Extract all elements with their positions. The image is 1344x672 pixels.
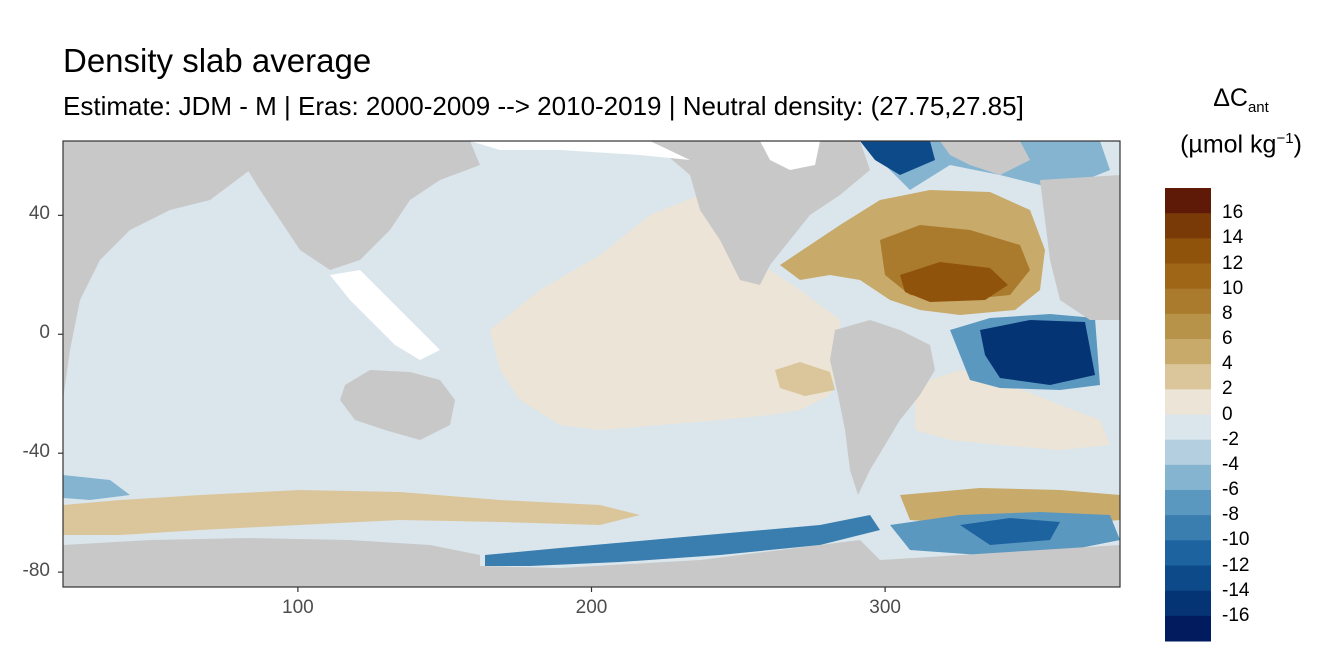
colorbar-swatch xyxy=(1165,565,1211,592)
colorbar-swatch xyxy=(1165,464,1211,491)
colorbar-label: 0 xyxy=(1222,403,1233,425)
colorbar-swatch xyxy=(1165,439,1211,466)
weddell-core xyxy=(960,518,1060,545)
colorbar-swatch xyxy=(1165,339,1211,365)
colorbar-swatch xyxy=(1165,590,1211,617)
colorbar-label: -2 xyxy=(1222,428,1239,450)
colorbar-label: 14 xyxy=(1222,227,1244,249)
x-tick-label: 300 xyxy=(869,597,901,618)
colorbar-label: -8 xyxy=(1222,504,1239,526)
colorbar-label: 2 xyxy=(1222,378,1233,400)
colorbar-label: -4 xyxy=(1222,453,1239,475)
colorbar-label: -12 xyxy=(1222,554,1250,576)
colorbar-swatch xyxy=(1165,238,1211,264)
colorbar-swatch xyxy=(1165,389,1211,415)
no-data xyxy=(330,141,820,360)
colorbar-label: 10 xyxy=(1222,277,1244,299)
southern-ocean-positive xyxy=(63,490,640,535)
colorbar-swatch xyxy=(1165,313,1211,340)
colorbar-swatch xyxy=(1165,615,1211,642)
colorbar-swatch xyxy=(1165,213,1211,239)
y-tick-label: -80 xyxy=(22,560,50,582)
hudson-no-data xyxy=(760,141,820,170)
x-tick-label: 100 xyxy=(282,597,314,618)
y-tick-label: -40 xyxy=(22,441,50,463)
colorbar-label: 16 xyxy=(1222,202,1244,224)
pacific-positive-region xyxy=(490,195,840,430)
eurasia xyxy=(230,141,480,270)
equatorial-atlantic-core xyxy=(980,320,1095,385)
colorbar-swatch xyxy=(1165,515,1211,541)
africa xyxy=(63,141,250,400)
plot-subtitle: Estimate: JDM - M | Eras: 2000-2009 --> … xyxy=(63,91,1024,121)
legend-unit-main: (µmol kg xyxy=(1180,130,1277,159)
southern-ocean-negative-band xyxy=(485,515,880,566)
x-tick-label: 200 xyxy=(575,597,608,618)
legend-title-main: ΔC xyxy=(1213,84,1248,112)
map-panel xyxy=(63,141,1120,587)
north-america xyxy=(650,141,870,285)
arctic-no-data xyxy=(470,141,690,160)
land xyxy=(63,141,1120,587)
colorbar-swatch xyxy=(1165,288,1211,315)
colorbar-swatch xyxy=(1165,188,1211,214)
legend-title: ΔCant (µmol kg−1) xyxy=(1166,84,1316,159)
legend-unit-sup: −1 xyxy=(1276,130,1294,147)
colorbar-label: 4 xyxy=(1222,353,1233,375)
colorbar-label: -16 xyxy=(1222,604,1250,626)
greenland xyxy=(940,141,1030,175)
colorbar-swatch xyxy=(1165,490,1211,516)
antarctica xyxy=(63,538,480,587)
colorbar-swatch xyxy=(1165,263,1211,290)
colorbar-label: -6 xyxy=(1222,479,1239,500)
colorbar-label: -14 xyxy=(1222,579,1250,601)
north-atlantic-peak xyxy=(900,262,1008,302)
legend-title-sub: ant xyxy=(1247,99,1269,116)
south-america xyxy=(830,320,935,495)
europe-africa-east xyxy=(1040,175,1120,320)
nordic-seas-core xyxy=(860,141,935,175)
asian-seas-no-data xyxy=(330,270,440,360)
colorbar-label: 6 xyxy=(1222,328,1233,349)
plot-title: Density slab average xyxy=(63,42,372,79)
colorbar-swatch xyxy=(1165,414,1211,441)
colorbar xyxy=(1165,188,1211,642)
colorbar-swatch xyxy=(1165,540,1211,566)
legend-unit-close: ) xyxy=(1293,130,1302,159)
colorbar-label: 12 xyxy=(1222,252,1244,274)
colorbar-label: -10 xyxy=(1222,529,1250,551)
y-tick-label: 0 xyxy=(39,322,50,344)
antarctica-east xyxy=(480,540,1120,587)
australia xyxy=(340,370,455,440)
indian-southern-negative xyxy=(63,475,130,500)
colorbar-swatch xyxy=(1165,364,1211,390)
pacific-positive-patch xyxy=(775,362,835,396)
y-tick-label: 40 xyxy=(28,203,50,225)
south-atlantic-positive xyxy=(915,370,1110,450)
colorbar-label: 8 xyxy=(1222,302,1233,324)
